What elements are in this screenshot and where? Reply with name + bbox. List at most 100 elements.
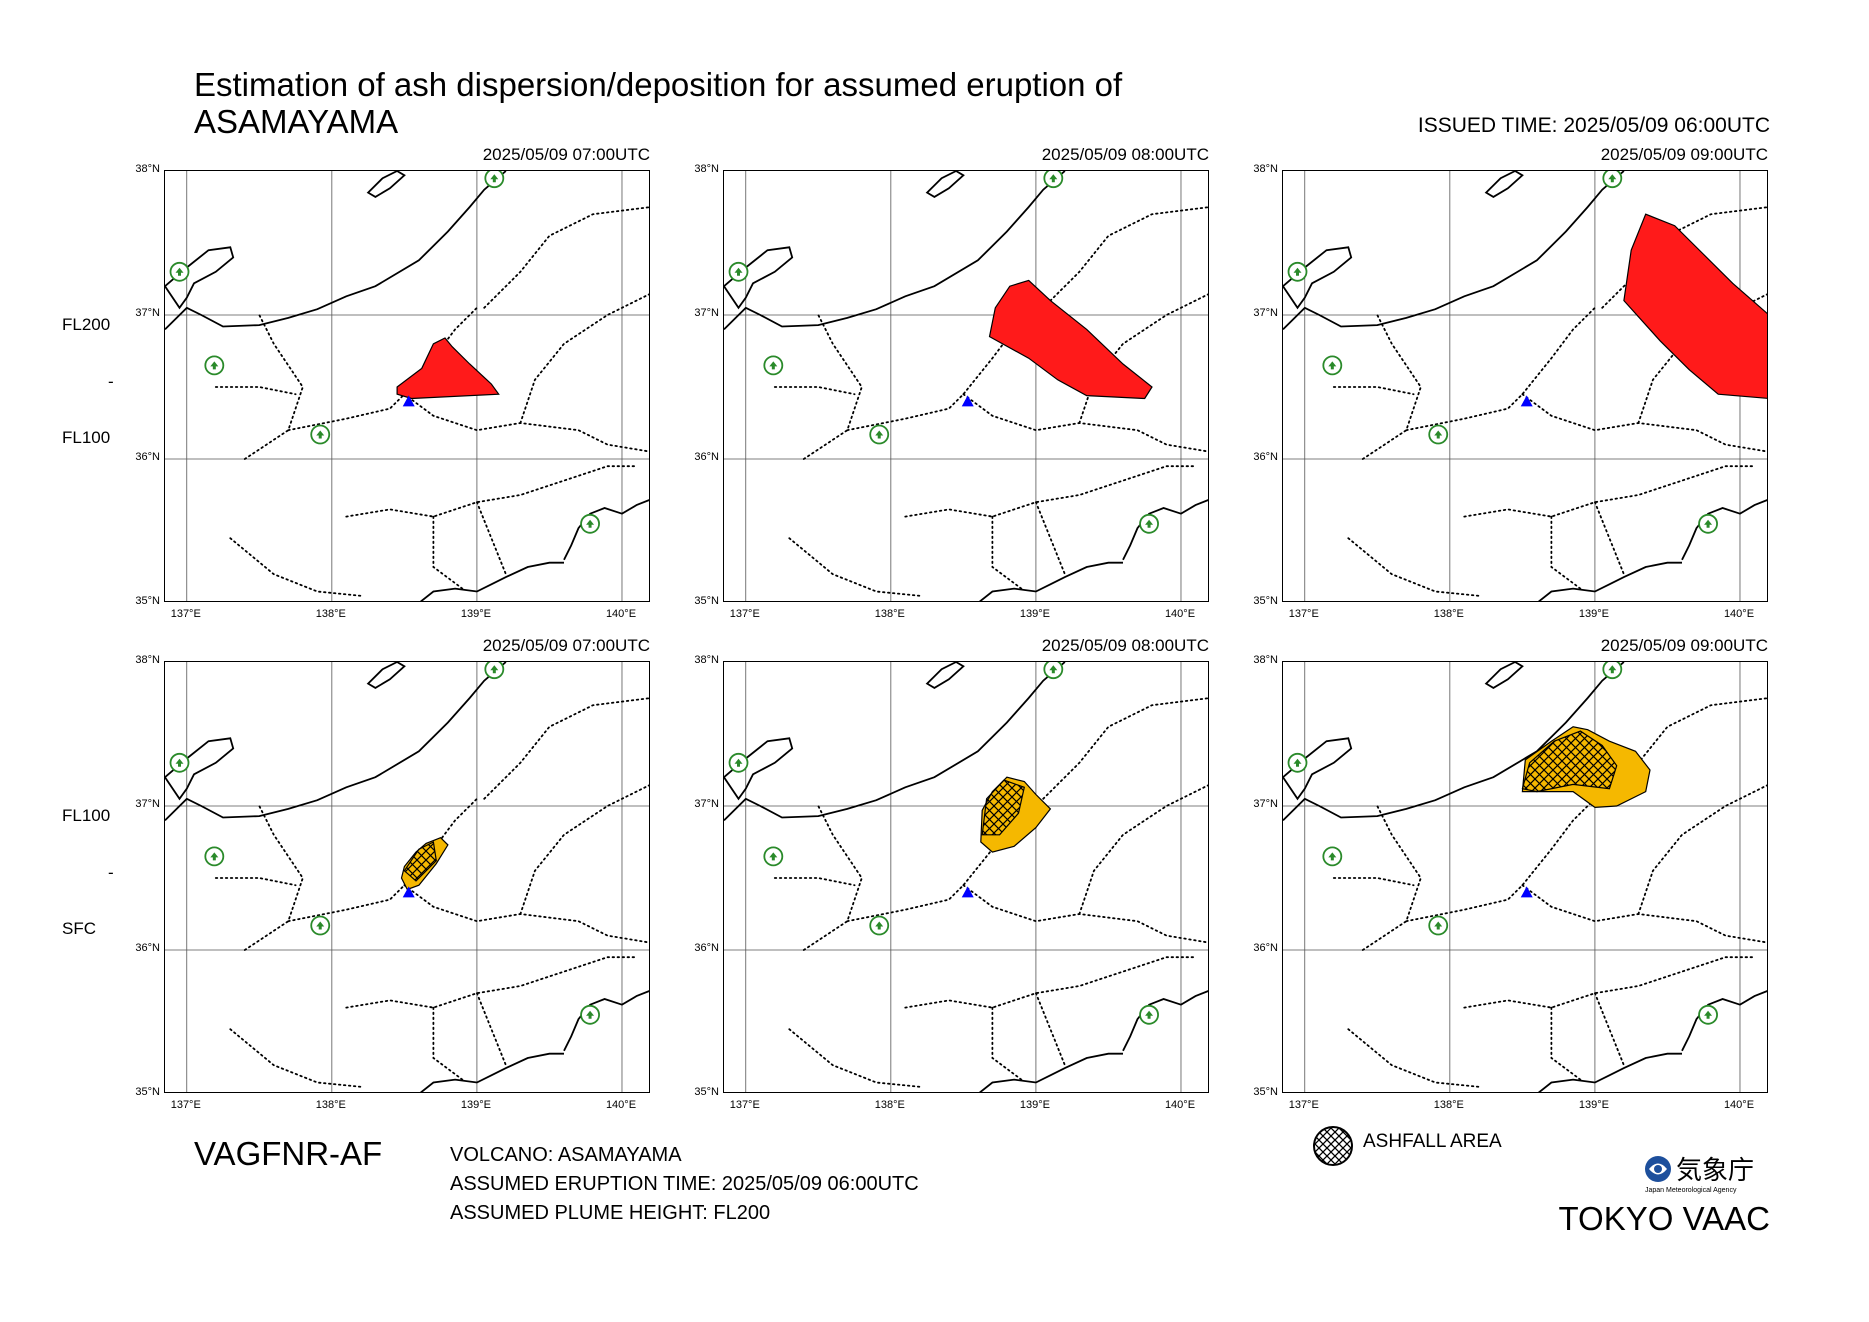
airport-icon (169, 752, 190, 773)
longitude-label: 138°E (874, 608, 905, 620)
airport-icon (1043, 662, 1064, 680)
airport-icon (580, 1004, 600, 1025)
longitude-label: 137°E (729, 608, 760, 620)
coastline (978, 1052, 1123, 1092)
longitude-label: 138°E (315, 608, 346, 620)
title-line-1: Estimation of ash dispersion/deposition … (194, 66, 1123, 103)
panel-valid-time: 2025/05/09 09:00UTC (1600, 145, 1768, 164)
airport-icon (763, 846, 784, 867)
coastline (419, 561, 564, 601)
prefecture-boundary (1593, 992, 1625, 1067)
prefecture-boundary (991, 515, 1023, 590)
airport-icon (1139, 513, 1159, 534)
prefecture-boundary (1361, 805, 1422, 951)
latitude-label: 38°N (1253, 654, 1278, 666)
island-coastline (366, 171, 406, 198)
latitude-label: 37°N (135, 798, 160, 810)
prefecture-boundary (802, 805, 863, 951)
prefecture-boundary (773, 877, 856, 887)
island-coastline (165, 246, 235, 310)
altitude-level-label: - (108, 863, 114, 882)
airport-icon (1428, 424, 1449, 445)
latitude-label: 38°N (135, 654, 160, 666)
issued-time: ISSUED TIME: 2025/05/09 06:00UTC (1417, 114, 1770, 137)
latitude-label: 36°N (694, 451, 719, 463)
ashfall-area (403, 841, 437, 882)
prefecture-boundary (904, 956, 1197, 1009)
coastline (563, 499, 649, 561)
title-line-2: ASAMAYAMA (194, 103, 399, 140)
panel-valid-time: 2025/05/09 08:00UTC (1041, 145, 1209, 164)
island-coastline (1283, 246, 1353, 310)
coastline (1681, 499, 1767, 561)
altitude-level-label: FL100 (62, 428, 111, 447)
prefecture-boundary (345, 465, 638, 518)
prefecture-boundary (432, 515, 464, 590)
ash-cloud-area (1623, 213, 1767, 399)
airport-icon (1698, 513, 1718, 534)
altitude-level-label: - (108, 372, 114, 391)
longitude-label: 140°E (605, 1099, 637, 1111)
latitude-label: 38°N (1253, 163, 1278, 175)
airport-icon (204, 846, 225, 867)
airport-icon (1139, 1004, 1159, 1025)
latitude-label: 37°N (694, 798, 719, 810)
eruption-time: ASSUMED ERUPTION TIME: 2025/05/09 06:00U… (450, 1173, 919, 1195)
prefecture-boundary (475, 501, 507, 576)
longitude-label: 140°E (1723, 1099, 1755, 1111)
coastline (978, 561, 1123, 601)
prefecture-boundary (1332, 386, 1415, 396)
prefecture-boundary (519, 293, 649, 424)
coastline (419, 1052, 564, 1092)
prefecture-boundary (287, 797, 478, 923)
coastline (165, 171, 507, 331)
airport-icon (310, 915, 331, 936)
latitude-label: 37°N (135, 307, 160, 319)
island-coastline (724, 246, 794, 310)
coastline (1122, 990, 1208, 1052)
island-coastline (1484, 662, 1524, 689)
longitude-label: 139°E (1019, 1099, 1050, 1111)
longitude-label: 139°E (1578, 608, 1609, 620)
prefecture-boundary (1034, 992, 1066, 1067)
airport-icon (728, 261, 749, 282)
altitude-level-label: FL200 (62, 315, 111, 334)
island-coastline (165, 737, 235, 801)
longitude-label: 138°E (1433, 1099, 1464, 1111)
panel-valid-time: 2025/05/09 08:00UTC (1041, 636, 1209, 655)
prefecture-boundary (519, 784, 649, 915)
longitude-label: 139°E (460, 608, 491, 620)
prefecture-boundary (483, 697, 649, 800)
legend-label: ASHFALL AREA (1363, 1131, 1502, 1152)
island-coastline (925, 171, 965, 198)
prefecture-boundary (1078, 784, 1208, 915)
longitude-label: 137°E (729, 1099, 760, 1111)
coastline (1283, 662, 1625, 822)
longitude-label: 140°E (605, 608, 637, 620)
airport-icon (1602, 662, 1623, 680)
page-title: Estimation of ash dispersion/deposition … (194, 66, 1122, 140)
coastline (1537, 561, 1682, 601)
longitude-label: 138°E (874, 1099, 905, 1111)
prefecture-boundary (214, 877, 297, 887)
airport-icon (484, 171, 505, 189)
blue-triangle-icon (961, 886, 974, 898)
longitude-label: 137°E (1288, 1099, 1319, 1111)
prefecture-boundary (1463, 465, 1756, 518)
coastline (165, 662, 507, 822)
ash-cloud-area (396, 337, 500, 400)
crosshatch-circle-icon (1311, 1124, 1355, 1173)
coastline (724, 662, 1066, 822)
prefecture-boundary (432, 1006, 464, 1081)
prefecture-boundary (214, 386, 297, 396)
prefecture-boundary (1637, 784, 1767, 915)
airport-icon (869, 424, 890, 445)
plume-height: ASSUMED PLUME HEIGHT: FL200 (450, 1202, 771, 1224)
volcano-name: VOLCANO: ASAMAYAMA (450, 1144, 682, 1166)
prefecture-boundary (1463, 956, 1756, 1009)
prefecture-boundary (483, 206, 649, 309)
panel-valid-time: 2025/05/09 09:00UTC (1600, 636, 1768, 655)
prefecture-boundary (1034, 501, 1066, 576)
coastline (1537, 1052, 1682, 1092)
latitude-label: 35°N (135, 1086, 160, 1098)
